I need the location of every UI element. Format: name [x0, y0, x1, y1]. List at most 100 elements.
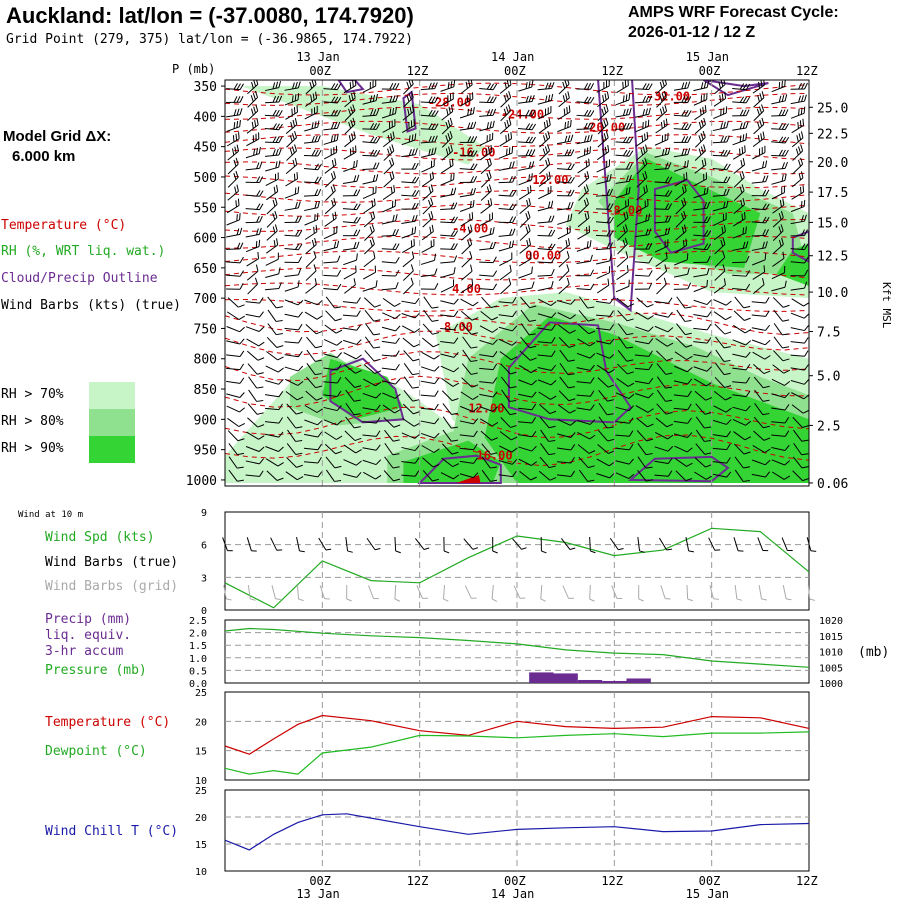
wind-barb-424 — [302, 264, 318, 280]
wind-barb-223 — [477, 171, 493, 187]
wind-barb-691 — [249, 387, 264, 404]
wind-barb-208 — [771, 162, 789, 170]
wind-barb-507 — [752, 296, 769, 303]
wind-barb-0 — [226, 83, 243, 90]
wind-barb-609 — [404, 346, 420, 363]
wind-barb-435 — [516, 267, 534, 278]
wind-barb-600 — [226, 349, 244, 357]
top-tick-1: 12Z — [407, 64, 429, 78]
wind-barb-397 — [360, 252, 377, 267]
precip-bar-3 — [602, 681, 626, 683]
wind-barb-145 — [712, 136, 729, 143]
p-label-13: 1000 — [186, 474, 217, 489]
wind-barb-78 — [577, 109, 594, 116]
wind-barb-398 — [382, 256, 399, 263]
p-label-9: 800 — [194, 353, 217, 368]
p-label-1: 400 — [194, 110, 217, 125]
top-tick-5: 12Z — [796, 64, 818, 78]
wind-barb-574 — [307, 333, 323, 350]
wind-barb-43 — [479, 96, 496, 103]
wind-barb-547 — [365, 320, 380, 337]
wind-barb-186 — [341, 160, 359, 171]
wind-barb-279 — [401, 203, 418, 209]
wind-barb-491 — [440, 295, 458, 305]
wind-barb-513 — [285, 308, 303, 317]
wind-barb-370 — [419, 239, 437, 252]
wind-barb-146 — [731, 133, 749, 144]
wind-barb-330 — [225, 228, 243, 237]
wind-barb-549 — [402, 321, 420, 334]
wind-barb-545 — [325, 320, 342, 335]
wind-barb-185 — [321, 158, 338, 173]
p-label-2: 450 — [194, 141, 217, 156]
wind-barb-218 — [380, 171, 397, 187]
bottom-date-0: 13 Jan — [296, 887, 339, 901]
wind-barb-511 — [246, 308, 264, 317]
wind-barb-378 — [575, 240, 593, 251]
wind-barb-441 — [635, 269, 652, 276]
height-axis-title: Kft MSL — [880, 282, 893, 328]
wind-barb-219 — [401, 176, 418, 183]
wind-barb-117 — [749, 118, 766, 134]
wind-barb-465 — [517, 282, 535, 291]
wind-barb-597 — [752, 334, 770, 345]
pressure-axis-title: P (mb) — [172, 62, 215, 76]
wind-barb-94 — [303, 121, 321, 131]
wind-barb-114 — [691, 118, 708, 134]
wind-barb-90 — [224, 120, 242, 131]
wind-barb-196 — [535, 158, 552, 174]
ytick-0-3: 9 — [201, 508, 207, 519]
bottom-tick-4: 00Z — [699, 874, 721, 888]
wind-barb-167 — [557, 150, 574, 156]
ytick-3-0: 10 — [195, 867, 207, 878]
ytick-2-3: 25 — [195, 688, 207, 699]
bottom-tick-1: 12Z — [407, 874, 429, 888]
wind-barb-244 — [304, 189, 321, 196]
wind-barb-599 — [791, 336, 809, 344]
wind-barb-700 — [421, 389, 438, 396]
wind-barb-346 — [538, 229, 555, 236]
wind-barb-505 — [713, 294, 731, 306]
wind-barb-309 — [400, 215, 418, 224]
wind-barb-458 — [381, 282, 398, 289]
wind-barb-396 — [341, 253, 359, 264]
wind-barb-373 — [479, 242, 497, 250]
wind-barb-455 — [323, 283, 340, 290]
wind-barb-423 — [284, 269, 302, 277]
ytick-1-5: 2.5 — [189, 616, 207, 627]
wind-barb-450 — [226, 283, 243, 289]
wind-barb-199 — [594, 159, 612, 172]
wind-barb-181 — [245, 162, 263, 170]
wind-barb-503 — [677, 293, 692, 310]
wind-barb-390 — [226, 256, 243, 263]
wind-barb-302 — [263, 211, 279, 227]
wind-barb-82 — [652, 105, 669, 121]
ytick-1-1: 0.5 — [189, 666, 207, 677]
wind-barb-61 — [243, 105, 260, 121]
temperature-label-12: 16.00 — [476, 449, 512, 463]
wind-barb-213 — [282, 172, 300, 186]
wind-barb-606 — [344, 347, 362, 360]
wind-barb-401 — [440, 256, 457, 263]
kft-label-8: 5.0 — [817, 370, 840, 385]
wind-barb-308 — [381, 214, 399, 224]
wind-barb-148 — [771, 136, 788, 143]
wind-barb-338 — [381, 229, 398, 236]
wind-barb-362 — [263, 238, 280, 253]
wind-barb-436 — [537, 269, 554, 276]
wind-barb-520 — [424, 307, 439, 324]
wind-barb-399 — [399, 251, 416, 266]
cross-section-panel: -28.00-24.00-20.00-32.00-16.00-12.00-8.0… — [186, 56, 849, 492]
wind-barb-187 — [362, 163, 379, 170]
wind-barb-539 — [791, 308, 809, 320]
wind-barb-245 — [321, 184, 337, 200]
wind-barb-429 — [399, 264, 415, 280]
wind-barb-404 — [497, 253, 515, 266]
wind-barb-176 — [730, 145, 748, 159]
wind-barb-544 — [306, 320, 323, 336]
wind-barb-420 — [226, 269, 243, 276]
precip-bar-1 — [554, 673, 578, 683]
wind-barb-88 — [771, 109, 788, 116]
